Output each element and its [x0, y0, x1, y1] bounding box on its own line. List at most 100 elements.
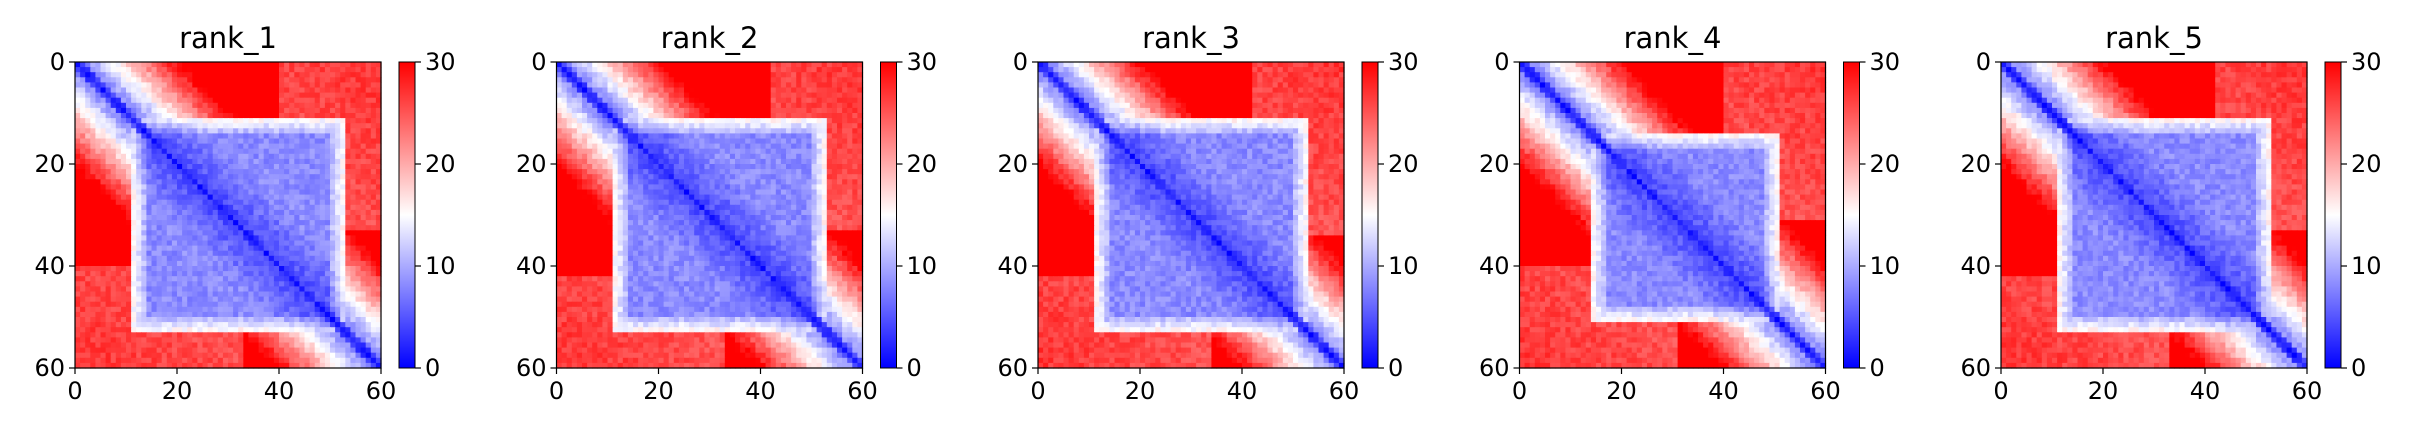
heatmap-cell	[324, 143, 331, 150]
heatmap-cell	[831, 123, 838, 129]
heatmap-cell	[177, 347, 183, 354]
heatmap-cell	[571, 158, 578, 165]
heatmap-cell	[161, 199, 168, 206]
heatmap-cell	[207, 148, 214, 155]
heatmap-cell	[182, 62, 188, 68]
heatmap-cell	[319, 220, 326, 226]
heatmap-cell	[166, 271, 173, 277]
heatmap-cell	[228, 266, 234, 272]
heatmap-cell	[90, 215, 96, 221]
heatmap-cell	[120, 77, 127, 83]
heatmap-cell	[689, 133, 695, 140]
heatmap-cell	[151, 184, 158, 191]
heatmap-cell	[105, 92, 112, 99]
heatmap-cell	[192, 97, 198, 104]
heatmap-cell	[182, 97, 188, 104]
heatmap-cell	[100, 158, 107, 165]
heatmap-cell	[365, 77, 372, 83]
heatmap-cell	[335, 362, 341, 369]
heatmap-cell	[775, 97, 782, 104]
heatmap-cell	[658, 62, 665, 68]
heatmap-cell	[699, 143, 705, 150]
heatmap-cell	[110, 113, 117, 119]
heatmap-cell	[360, 250, 367, 257]
heatmap-cell	[689, 148, 695, 155]
heatmap-cell	[151, 87, 158, 94]
heatmap-cell	[284, 362, 290, 369]
heatmap-cell	[136, 87, 142, 94]
heatmap-cell	[299, 143, 306, 150]
heatmap-cell	[110, 164, 117, 170]
heatmap-cell	[279, 322, 285, 328]
heatmap-cell	[345, 240, 351, 247]
heatmap-cell	[653, 174, 660, 180]
heatmap-cell	[238, 260, 244, 267]
heatmap-cell	[314, 291, 321, 298]
heatmap-cell	[340, 337, 346, 344]
heatmap-cell	[284, 230, 290, 236]
heatmap-cell	[126, 153, 132, 160]
heatmap-cell	[120, 337, 127, 344]
heatmap-cell	[131, 352, 137, 359]
heatmap-cell	[811, 102, 818, 109]
heatmap-cell	[171, 82, 178, 89]
heatmap-cell	[709, 123, 716, 129]
heatmap-cell	[141, 143, 147, 150]
heatmap-cell	[136, 174, 142, 180]
heatmap-cell	[166, 67, 173, 73]
heatmap-cell	[294, 169, 300, 175]
heatmap-cell	[258, 87, 265, 94]
heatmap-cell	[775, 169, 782, 175]
heatmap-cell	[217, 347, 224, 354]
heatmap-cell	[750, 123, 756, 129]
heatmap-cell	[95, 123, 102, 129]
heatmap-cell	[182, 169, 188, 175]
heatmap-cell	[233, 266, 239, 272]
heatmap-cell	[765, 118, 772, 124]
heatmap-cell	[627, 153, 634, 160]
heatmap-cell	[556, 97, 563, 104]
heatmap-cell	[837, 153, 843, 160]
heatmap-cell	[212, 327, 219, 333]
heatmap-cell	[360, 357, 367, 364]
heatmap-cell	[187, 327, 193, 333]
heatmap-cell	[745, 138, 751, 145]
heatmap-cell	[704, 107, 711, 114]
heatmap-cell	[182, 317, 188, 323]
heatmap-cell	[166, 357, 173, 364]
heatmap-cell	[587, 62, 593, 68]
heatmap-cell	[811, 123, 818, 129]
heatmap-cell	[340, 220, 346, 226]
heatmap-cell	[177, 296, 183, 303]
heatmap-cell	[75, 179, 81, 185]
heatmap-cell	[587, 133, 593, 140]
heatmap-cell	[780, 102, 787, 109]
heatmap-cell	[330, 362, 336, 369]
heatmap-cell	[602, 118, 609, 124]
heatmap-cell	[248, 184, 255, 191]
heatmap-cell	[309, 342, 316, 349]
heatmap-cell	[151, 347, 158, 354]
heatmap-cell	[561, 123, 568, 129]
heatmap-cell	[177, 225, 183, 231]
heatmap-cell	[314, 225, 321, 231]
heatmap-cell	[643, 102, 649, 109]
heatmap-cell	[166, 235, 173, 242]
heatmap-cell	[120, 266, 127, 272]
heatmap-cell	[115, 255, 122, 262]
heatmap-cell	[355, 296, 362, 303]
heatmap-cell	[131, 291, 137, 298]
heatmap-cell	[131, 67, 137, 73]
heatmap-cell	[673, 62, 680, 68]
heatmap-cell	[335, 107, 341, 114]
heatmap-cell	[146, 311, 153, 318]
heatmap-cell	[207, 342, 214, 349]
heatmap-cell	[126, 337, 132, 344]
heatmap-cell	[821, 92, 828, 99]
heatmap-cell	[796, 133, 802, 140]
heatmap-cell	[750, 148, 756, 155]
heatmap-cell	[633, 138, 639, 145]
heatmap-cell	[161, 138, 168, 145]
heatmap-cell	[304, 281, 311, 287]
heatmap-cell	[837, 143, 843, 150]
